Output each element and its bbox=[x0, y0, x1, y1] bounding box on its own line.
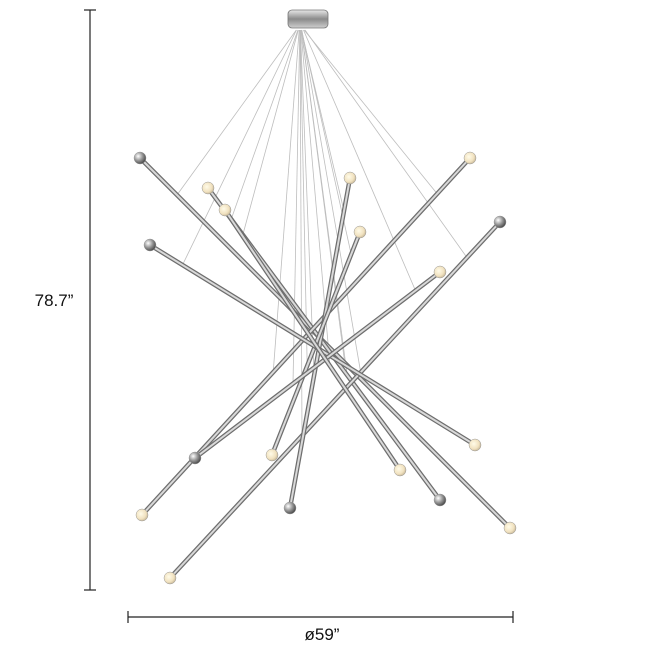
label-backdrop bbox=[22, 286, 86, 314]
wire bbox=[230, 29, 299, 220]
wire bbox=[300, 29, 315, 377]
bulb bbox=[393, 463, 407, 477]
bulb bbox=[493, 215, 507, 229]
wire bbox=[299, 29, 308, 366]
canopy bbox=[287, 9, 329, 29]
bulb bbox=[503, 521, 517, 535]
wire bbox=[301, 29, 363, 381]
bulb bbox=[143, 238, 157, 252]
wire bbox=[292, 29, 301, 384]
bulb bbox=[463, 151, 477, 165]
height-dimension bbox=[84, 9, 96, 591]
diameter-dimension bbox=[127, 611, 514, 623]
rod bbox=[149, 244, 476, 446]
wire bbox=[182, 29, 297, 266]
wire bbox=[303, 29, 416, 291]
rod bbox=[169, 221, 501, 579]
bulb bbox=[201, 181, 215, 195]
bulb bbox=[353, 225, 367, 239]
bulb bbox=[135, 508, 149, 522]
wire bbox=[303, 29, 438, 194]
wire bbox=[242, 29, 299, 237]
rod bbox=[289, 177, 351, 509]
chandelier bbox=[133, 9, 517, 585]
bulb bbox=[133, 151, 147, 165]
bulb bbox=[343, 171, 357, 185]
wire bbox=[300, 29, 346, 366]
bulb bbox=[188, 451, 202, 465]
height-label: 78.7” bbox=[35, 291, 74, 310]
bulb bbox=[163, 571, 177, 585]
wire bbox=[299, 29, 303, 436]
bulb bbox=[468, 438, 482, 452]
rod bbox=[194, 271, 441, 459]
bulb bbox=[265, 448, 279, 462]
bulb bbox=[283, 501, 297, 515]
diameter-label: ø59” bbox=[305, 625, 340, 644]
bulb bbox=[218, 203, 232, 217]
rod bbox=[224, 209, 401, 471]
suspension-wires bbox=[176, 29, 468, 436]
wire bbox=[176, 29, 297, 196]
wire bbox=[272, 29, 300, 373]
bulb bbox=[433, 265, 447, 279]
wire bbox=[304, 29, 468, 258]
bulb bbox=[433, 493, 447, 507]
